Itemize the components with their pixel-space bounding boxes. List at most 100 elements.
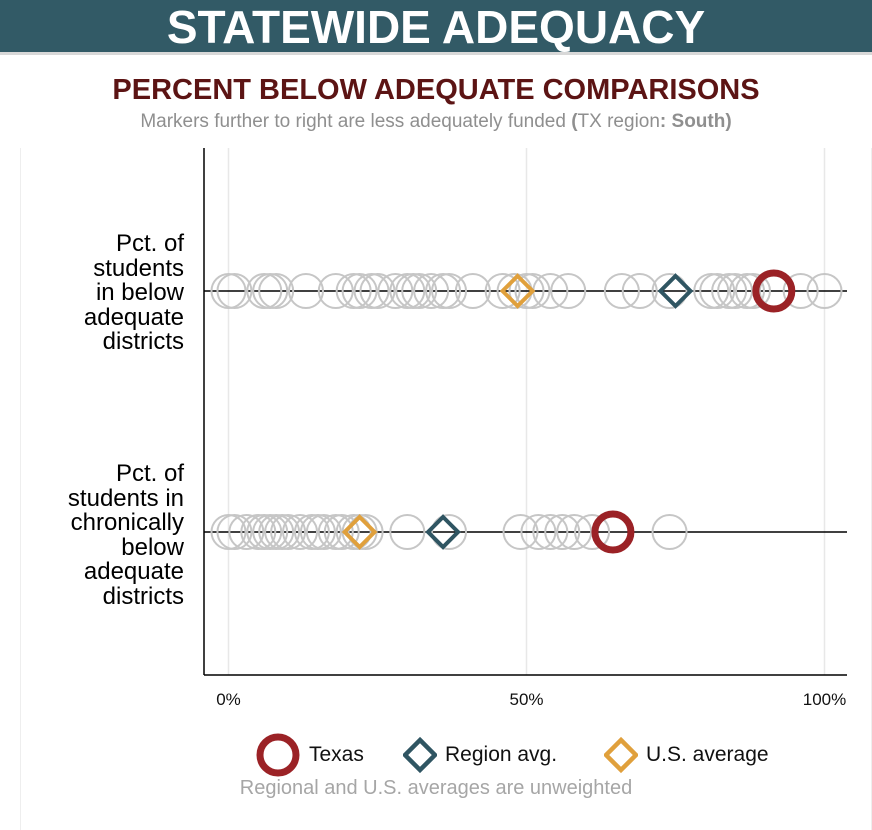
row-label-below-adequate: Pct. of students in below adequate districts xyxy=(20,230,184,355)
state-marker-1-9 xyxy=(282,514,319,550)
subtitle-text: Markers further to right are less adequa… xyxy=(140,111,572,132)
state-marker-1-1 xyxy=(216,514,253,550)
subtitle-colon: : xyxy=(659,111,672,132)
legend-item-us: U.S. average xyxy=(604,732,769,778)
legend: Texas Region avg. U.S. average xyxy=(0,732,872,778)
state-marker-1-14 xyxy=(323,514,360,550)
legend-label-us: U.S. average xyxy=(646,743,769,766)
state-marker-1-3 xyxy=(240,514,277,550)
us-average-marker-0 xyxy=(499,273,536,309)
state-marker-0-5 xyxy=(287,273,324,309)
state-marker-0-30 xyxy=(711,273,748,309)
state-marker-0-29 xyxy=(699,273,736,309)
state-marker-1-19 xyxy=(431,514,468,550)
us-average-marker-1 xyxy=(341,514,378,550)
markers xyxy=(210,269,843,554)
row-label-line: adequate xyxy=(83,558,184,585)
state-marker-0-2 xyxy=(246,273,283,309)
row-label-line: chronically xyxy=(70,509,184,536)
legend-item-texas: Texas xyxy=(255,732,364,778)
state-marker-0-14 xyxy=(401,273,438,309)
row-label-line: districts xyxy=(102,328,184,355)
row-label-line: in below xyxy=(95,279,184,306)
state-marker-0-8 xyxy=(341,273,378,309)
state-marker-0-10 xyxy=(359,273,396,309)
x-tick-label-50: 50% xyxy=(509,690,543,709)
state-marker-1-24 xyxy=(556,514,593,550)
state-marker-1-6 xyxy=(258,514,295,550)
state-marker-1-7 xyxy=(264,514,301,550)
state-marker-0-18 xyxy=(454,273,491,309)
row-label-line: Pct. of xyxy=(115,460,184,487)
state-marker-0-26 xyxy=(621,273,658,309)
row-label-line: below xyxy=(121,533,184,561)
texas-marker-1 xyxy=(591,510,635,554)
gridlines xyxy=(227,148,826,675)
state-marker-1-0 xyxy=(210,514,247,550)
state-marker-1-13 xyxy=(317,514,354,550)
legend-item-region: Region avg. xyxy=(403,732,557,778)
state-marker-0-21 xyxy=(508,273,545,309)
texas-circle-icon xyxy=(256,733,300,777)
state-marker-0-25 xyxy=(603,273,640,309)
region-diamond-icon xyxy=(403,736,437,774)
row-label-chronically-below: Pct. of students in chronically below adequa… xyxy=(20,460,184,610)
state-marker-0-19 xyxy=(484,273,521,309)
footnote: Regional and U.S. averages are unweighte… xyxy=(239,777,633,799)
chart-title: PERCENT BELOW ADEQUATE COMPARISONS xyxy=(112,74,760,106)
state-marker-0-27 xyxy=(651,273,688,309)
state-marker-0-33 xyxy=(734,273,771,309)
state-marker-0-11 xyxy=(377,273,414,309)
row-label-line: students in xyxy=(67,484,184,512)
state-marker-0-12 xyxy=(389,273,426,309)
state-marker-1-21 xyxy=(520,514,557,550)
state-marker-0-28 xyxy=(693,273,730,309)
state-marker-0-7 xyxy=(335,273,372,309)
banner-title: STATEWIDE ADEQUACY xyxy=(166,1,706,53)
state-marker-0-3 xyxy=(252,273,289,309)
state-marker-1-26 xyxy=(651,514,688,550)
state-marker-1-22 xyxy=(532,514,569,550)
state-marker-0-31 xyxy=(717,273,754,309)
state-marker-0-9 xyxy=(353,273,390,309)
row-label-line: Pct. of xyxy=(115,230,184,257)
state-marker-1-25 xyxy=(574,514,611,550)
state-marker-1-18 xyxy=(389,514,426,550)
state-marker-0-15 xyxy=(413,273,450,309)
state-marker-1-2 xyxy=(228,514,265,550)
us-diamond-icon xyxy=(604,736,638,774)
state-marker-0-35 xyxy=(782,273,819,309)
state-marker-1-15 xyxy=(335,514,372,550)
chart-header: PERCENT BELOW ADEQUATE COMPARISONS Marke… xyxy=(0,72,872,133)
banner: STATEWIDE ADEQUACY xyxy=(0,0,872,55)
state-marker-0-36 xyxy=(806,273,843,309)
row-label-line: students xyxy=(93,254,184,282)
x-tick-label-0: 0% xyxy=(216,690,241,709)
row-label-line: adequate xyxy=(83,303,184,331)
state-marker-1-4 xyxy=(246,514,283,550)
state-marker-1-20 xyxy=(502,514,539,550)
state-marker-1-17 xyxy=(347,514,384,550)
state-marker-1-10 xyxy=(293,514,330,550)
texas-marker-0 xyxy=(752,269,796,313)
state-marker-0-1 xyxy=(216,273,253,309)
region-avg-marker-1 xyxy=(425,514,461,550)
state-marker-0-32 xyxy=(729,273,766,309)
subtitle-paren-open: ( xyxy=(571,111,578,132)
state-marker-1-11 xyxy=(299,514,336,550)
row-label-line: districts xyxy=(102,582,184,610)
subtitle-region-value: South xyxy=(671,111,726,132)
legend-label-texas: Texas xyxy=(309,743,364,766)
chart-subtitle: Markers further to right are less adequa… xyxy=(0,111,872,133)
state-marker-1-23 xyxy=(544,514,581,550)
frame-left-line xyxy=(20,148,21,830)
legend-label-region: Region avg. xyxy=(445,743,558,766)
state-marker-0-6 xyxy=(317,273,354,309)
subtitle-region-label: TX region xyxy=(577,111,660,132)
state-marker-0-17 xyxy=(431,273,468,309)
state-marker-0-0 xyxy=(210,273,247,309)
state-marker-1-12 xyxy=(305,514,342,550)
state-marker-0-22 xyxy=(514,273,551,309)
state-marker-1-8 xyxy=(270,514,307,550)
